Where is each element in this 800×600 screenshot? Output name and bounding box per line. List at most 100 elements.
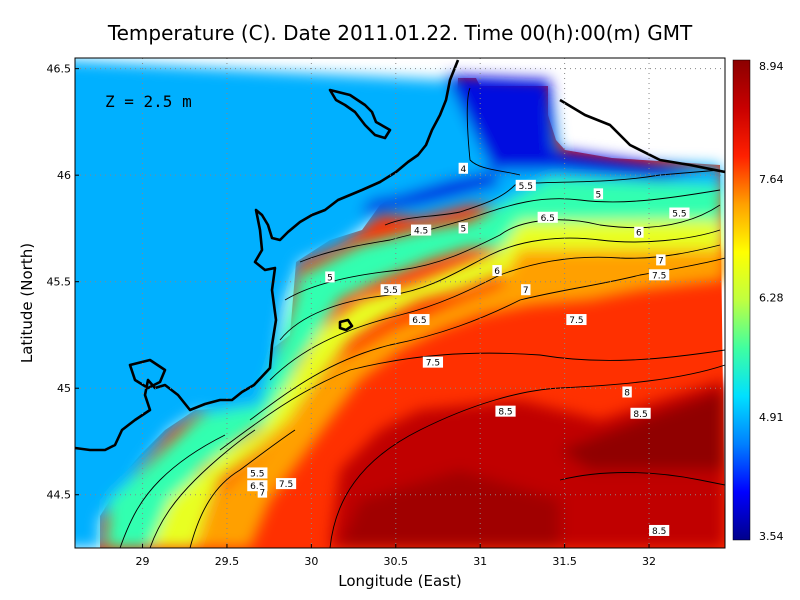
- contour-label-text: 4.5: [414, 227, 428, 237]
- contour-label-text: 6: [494, 267, 500, 277]
- y-tick-label: 45: [57, 382, 71, 395]
- contour-label: 7.5: [566, 314, 587, 326]
- contour-label-bg: [495, 405, 516, 417]
- contour-label: 7.5: [649, 269, 670, 281]
- contour-label-text: 7: [523, 286, 529, 296]
- x-tick-label: 30: [304, 555, 318, 568]
- temperature-field: [75, 60, 725, 548]
- x-axis-label: Longitude (East): [338, 572, 461, 590]
- contour-label-bg: [325, 271, 335, 283]
- contour-label-text: 7.5: [426, 359, 440, 369]
- contour-label-text: 6: [636, 229, 642, 239]
- x-tick-label: 32: [642, 555, 656, 568]
- contour-label: 8.5: [649, 524, 670, 537]
- isotherm-line: [189, 429, 296, 548]
- contour-label-bg: [380, 284, 401, 296]
- plot-area: Z = 2.5 m 4 5.5 5 5.5 6.5 6 4.5 5 7 7.5 6 5 5.5 7 7.5 6…: [75, 58, 725, 548]
- contour-label: 7.5: [422, 356, 444, 369]
- contour-label: 4: [458, 162, 469, 175]
- contour-label-bg: [649, 524, 670, 536]
- colorbar-tick-label: 8.94: [759, 60, 784, 73]
- contour-label-text: 7: [658, 256, 664, 266]
- contour-label-bg: [566, 314, 587, 326]
- contour-label-bg: [521, 284, 531, 296]
- contour-label: 6.5: [409, 314, 430, 326]
- contour-label-text: 6.5: [541, 214, 555, 224]
- contour-label-bg: [656, 254, 666, 266]
- contour-label-bg: [515, 179, 536, 191]
- isotherm-line: [119, 434, 226, 548]
- contour-label-text: 7.5: [652, 271, 666, 281]
- contour-label-text: 6.5: [250, 482, 264, 492]
- contour-label-text: 8.5: [633, 410, 647, 420]
- y-tick-label: 45.5: [47, 276, 72, 289]
- contour-label-bg: [247, 480, 268, 492]
- plot-frame: [74, 57, 726, 549]
- contour-label-bg: [247, 467, 268, 479]
- contour-label-bg: [634, 226, 644, 238]
- contour-label: 5.5: [669, 207, 690, 220]
- x-axis-ticks: 29 29.5 30 30.5 31 31.5 32: [136, 544, 656, 568]
- contour-label-text: 4: [460, 165, 466, 175]
- contour-label: 7: [257, 486, 268, 499]
- contour-label-bg: [458, 162, 469, 174]
- isotherm-line: [466, 87, 521, 176]
- contour-label-bg: [630, 407, 651, 419]
- y-axis-label: Latitude (North): [18, 243, 36, 363]
- contour-label: 7: [521, 284, 531, 296]
- colorbar-tick-label: 6.28: [759, 292, 784, 305]
- isotherm-line: [279, 229, 721, 341]
- coastline-path: [75, 59, 460, 452]
- isotherm-line: [384, 169, 721, 226]
- y-tick-label: 46: [57, 169, 71, 182]
- chart-title: Temperature (C). Date 2011.01.22. Time 0…: [107, 21, 693, 45]
- coastline-path: [559, 98, 725, 174]
- contour-label: 5: [458, 222, 469, 234]
- contour-label-bg: [458, 222, 469, 234]
- contour-label: 7.5: [275, 478, 297, 490]
- isotherm-line: [329, 364, 725, 548]
- depth-annotation: Z = 2.5 m: [105, 92, 192, 111]
- contour-label: 5: [593, 188, 604, 200]
- contour-labels: 4 5.5 5 5.5 6.5 6 4.5 5 7 7.5 6 5 5.5 7 7.5 6.5 7.5 8 8.5 8…: [247, 162, 690, 537]
- y-axis-ticks: 44.5 45 45.5 46 46.5: [47, 63, 79, 502]
- grid-lines: [75, 58, 725, 548]
- contour-label-text: 5.5: [384, 286, 398, 296]
- colorbar-tick-label: 4.91: [759, 411, 784, 424]
- contour-label-bg: [492, 265, 502, 277]
- contour-label-bg: [275, 478, 297, 490]
- isotherm-line: [149, 429, 256, 548]
- coastline-path: [128, 358, 167, 390]
- contour-label: 6: [634, 226, 644, 239]
- contour-label-text: 5: [460, 224, 466, 234]
- contour-label-text: 5.5: [250, 469, 264, 479]
- contour-label-text: 5: [327, 273, 333, 283]
- y-tick-label: 44.5: [47, 489, 72, 502]
- coastline-path: [328, 88, 392, 140]
- contour-label-bg: [537, 211, 558, 223]
- colorbar: [732, 59, 751, 541]
- contour-label-text: 7.5: [279, 480, 293, 490]
- contour-label-text: 7.5: [569, 316, 583, 326]
- contour-label-text: 5.5: [672, 210, 686, 220]
- contour-label-text: 8.5: [498, 408, 512, 418]
- colorbar-labels: 8.94 7.64 6.28 4.91 3.54: [759, 60, 784, 543]
- contour-label-bg: [622, 386, 632, 398]
- contour-label: 5.5: [380, 284, 401, 296]
- contour-label-bg: [411, 224, 432, 236]
- contour-label: 8: [622, 386, 632, 398]
- isotherm-line: [219, 349, 725, 451]
- colorbar-tick-label: 7.64: [759, 173, 784, 186]
- contour-label-bg: [593, 188, 604, 200]
- contour-label-bg: [649, 269, 670, 281]
- contour-label-text: 5.5: [519, 182, 533, 192]
- contour-label: 7: [656, 254, 666, 266]
- contour-label: 4.5: [411, 224, 432, 237]
- contour-label: 5.5: [515, 179, 536, 192]
- contour-label-bg: [669, 207, 690, 219]
- isotherm-line: [284, 204, 721, 301]
- contour-label: 6.5: [247, 480, 268, 492]
- contour-label: 6.5: [537, 211, 558, 224]
- contour-label: 6: [492, 265, 502, 277]
